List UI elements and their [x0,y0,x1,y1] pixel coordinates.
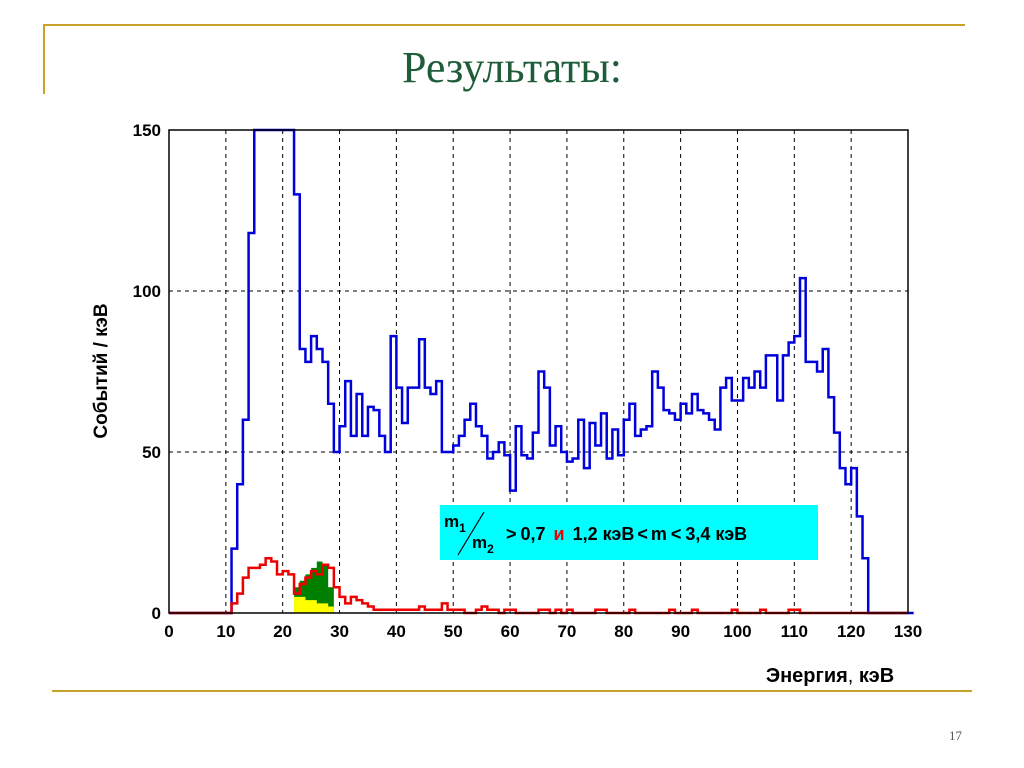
annotation-lt2: < [671,524,682,544]
x-tick-label: 70 [557,622,576,641]
x-tick-label: 60 [501,622,520,641]
x-tick-label: 120 [837,622,865,641]
x-axis-label-separator: , [848,665,859,687]
y-tick-label: 150 [133,121,161,140]
annotation-ratio: 0,7 [521,524,546,544]
annotation-m2-sub: 2 [487,542,494,556]
x-tick-label: 110 [781,622,808,641]
frame-top-rule [43,24,965,26]
x-axis-label-quantity: Энергия [766,665,848,687]
slide-title: Результаты: [402,43,622,92]
x-tick-label: 50 [444,622,463,641]
annotation-m2: m2 [472,533,494,556]
x-tick-label: 40 [387,622,406,641]
x-tick-label: 20 [273,622,292,641]
x-tick-label: 100 [723,622,751,641]
x-axis-label-unit: кэВ [859,665,894,687]
tick-labels: 0 10 20 30 40 50 60 70 80 90 100 110 120 130 0 50 100 150 [133,121,923,641]
annotation-m1: m1 [444,512,466,535]
frame-bottom-rule [52,690,972,692]
annotation-condition: >0,7 и 1,2 кэВ < m <3,4 кэВ [506,524,747,544]
annotation-hi: 3,4 кэВ [685,524,747,544]
y-tick-label: 0 [152,604,161,623]
annotation-lt1: < [637,524,648,544]
x-tick-label: 0 [164,622,173,641]
cut-annotation: m1 m2 >0,7 и 1,2 кэВ < m <3,4 кэВ [440,505,818,560]
annotation-box [440,505,818,560]
annotation-fraction-slash [457,511,485,556]
x-tick-label: 80 [614,622,633,641]
x-tick-label: 30 [330,622,349,641]
y-axis-label: Событий / кэВ [91,303,112,438]
y-tick-label: 100 [133,282,161,301]
x-tick-label: 90 [671,622,690,641]
annotation-lo: 1,2 кэВ [573,524,635,544]
annotation-m: m [651,524,667,544]
frame-left-rule [43,24,45,94]
annotation-conj: и [554,524,565,544]
x-axis-label: Энергия, кэВ [766,665,894,687]
annotation-m1-sub: 1 [459,521,466,535]
shaded-region [294,561,334,613]
annotation-gt: > [506,524,517,544]
plot-border [168,129,909,614]
y-tick-label: 50 [142,443,161,462]
shaded-background-area [294,596,334,613]
x-tick-label: 10 [216,622,235,641]
series-line-all [169,128,914,615]
series-line-selected [169,557,908,615]
x-tick-label: 130 [894,622,922,641]
slide-number: 17 [949,728,962,743]
